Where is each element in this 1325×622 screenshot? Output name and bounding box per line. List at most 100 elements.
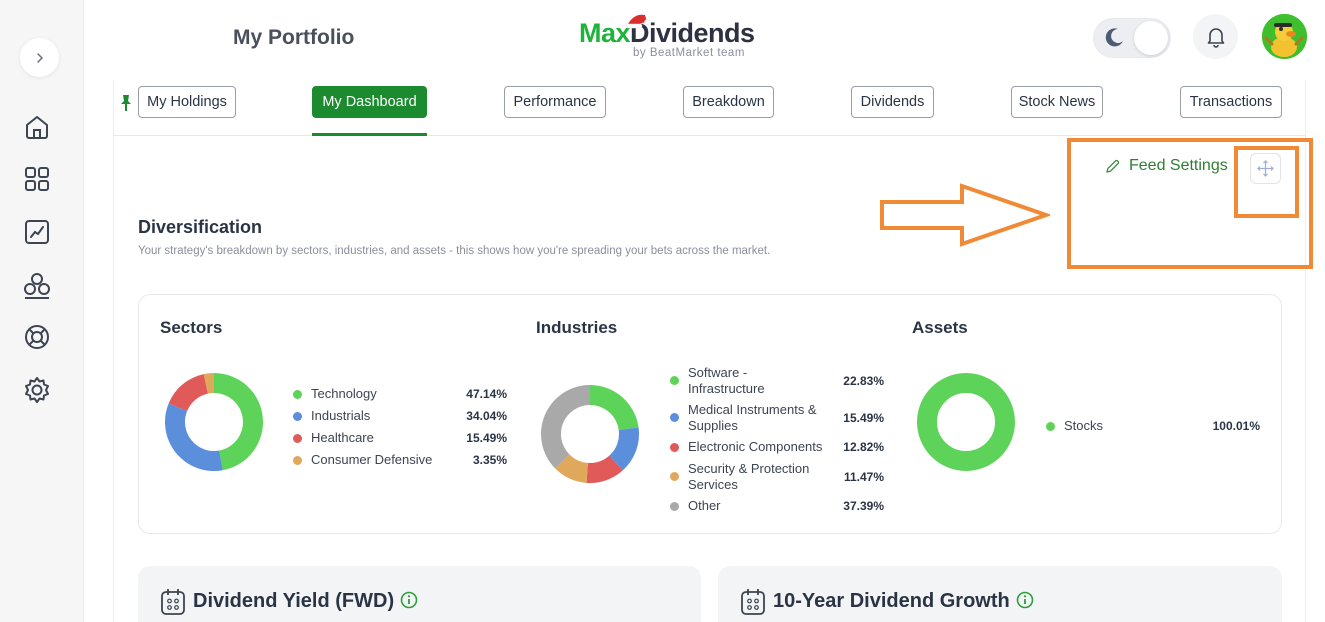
legend-value: 34.04% <box>466 409 507 423</box>
assets-legend: Stocks 100.01% <box>1046 415 1260 437</box>
tab-transactions[interactable]: Transactions <box>1180 86 1282 118</box>
legend-label: Stocks <box>1064 418 1104 433</box>
notifications-button[interactable] <box>1193 14 1238 59</box>
logo-tagline: by BeatMarket team <box>633 47 745 59</box>
logo-max-text: Max <box>579 18 631 48</box>
industries-title: Industries <box>536 318 618 337</box>
sectors-donut-chart[interactable] <box>164 372 264 472</box>
legend-value: 47.14% <box>466 387 507 401</box>
tabs-bar <box>113 80 1306 136</box>
industries-donut-chart[interactable] <box>540 384 640 484</box>
dividend-growth-title: 10-Year Dividend Growth <box>773 590 1010 612</box>
legend-value: 15.49% <box>466 431 507 445</box>
sectors-segment-2[interactable] <box>168 374 208 412</box>
sidebar-item-settings[interactable] <box>22 375 52 405</box>
sidebar-item-dashboard[interactable] <box>22 164 52 194</box>
legend-dot <box>670 413 679 422</box>
legend-dot <box>670 376 679 385</box>
move-arrows-icon <box>1257 160 1274 177</box>
annotation-highlight-box-small <box>1234 146 1299 218</box>
assets-segment-0[interactable] <box>917 373 1015 471</box>
legend-item: Software - Infrastructure 22.83% <box>670 362 884 399</box>
sidebar-item-home[interactable] <box>22 112 52 142</box>
assets-donut-chart[interactable] <box>916 372 1016 472</box>
santa-hat-icon <box>625 14 650 29</box>
legend-item: Stocks 100.01% <box>1046 415 1260 437</box>
dividend-yield-title: Dividend Yield (FWD) <box>193 590 395 612</box>
calendar-grid-icon <box>161 589 185 615</box>
legend-item: Medical Instruments & Supplies 15.49% <box>670 399 884 436</box>
tab-stock-news[interactable]: Stock News <box>1011 86 1103 118</box>
info-icon[interactable] <box>1016 591 1034 609</box>
legend-dot <box>293 411 302 421</box>
sidebar-item-charts[interactable] <box>22 217 52 247</box>
theme-toggle[interactable] <box>1093 18 1171 58</box>
info-icon[interactable] <box>400 591 418 609</box>
legend-value: 15.49% <box>843 410 884 425</box>
sidebar-expand-button[interactable] <box>20 38 59 77</box>
industries-segment-4[interactable] <box>541 385 590 469</box>
tab-dividends[interactable]: Dividends <box>851 86 934 118</box>
sectors-segment-1[interactable] <box>165 403 223 471</box>
tab-breakdown[interactable]: Breakdown <box>683 86 774 118</box>
legend-dot <box>293 389 302 399</box>
sectors-segment-3[interactable] <box>203 373 214 394</box>
sectors-title: Sectors <box>160 318 223 337</box>
legend-label: Consumer Defensive <box>311 452 433 467</box>
pencil-icon <box>1106 159 1120 173</box>
legend-value: 100.01% <box>1212 419 1260 433</box>
diversification-card <box>138 294 1282 534</box>
legend-item: Electronic Components 12.82% <box>670 436 884 458</box>
annotation-highlight-box <box>1067 138 1313 269</box>
assets-title: Assets <box>912 318 968 337</box>
legend-label: Security & Protection Services <box>688 460 810 492</box>
legend-dot <box>670 472 679 481</box>
legend-label: Healthcare <box>311 430 374 445</box>
dividend-growth-card: 10-Year Dividend Growth <box>718 566 1282 622</box>
tab-my-holdings[interactable]: My Holdings <box>138 86 236 118</box>
duck-avatar-icon <box>1262 14 1307 59</box>
sidebar-item-support[interactable] <box>22 322 52 352</box>
diversification-title: Diversification <box>138 217 263 237</box>
industries-segment-3[interactable] <box>555 454 588 483</box>
legend-label: Electronic Components <box>688 439 823 454</box>
legend-dot <box>293 433 302 443</box>
legend-value: 22.83% <box>843 373 884 388</box>
tab-my-dashboard[interactable]: My Dashboard <box>312 86 427 118</box>
legend-item: Technology 47.14% <box>293 383 507 405</box>
diversification-subtitle: Your strategy's breakdown by sectors, in… <box>138 245 771 257</box>
legend-label: Technology <box>311 386 377 401</box>
tab-performance[interactable]: Performance <box>504 86 606 118</box>
feed-settings-button[interactable]: Feed Settings <box>1104 157 1228 175</box>
user-avatar[interactable] <box>1262 14 1307 59</box>
support-lifebuoy-icon <box>25 325 49 349</box>
legend-dot <box>1046 421 1055 431</box>
legend-value: 11.47% <box>843 469 884 484</box>
dashboard-grid-icon <box>25 167 49 191</box>
sectors-segment-0[interactable] <box>214 373 263 471</box>
main-panel <box>113 80 1306 622</box>
legend-label: Industrials <box>311 408 371 423</box>
chevron-right-icon <box>36 52 43 63</box>
feed-settings-label: Feed Settings <box>1129 157 1228 174</box>
industries-segment-1[interactable] <box>609 427 639 471</box>
legend-value: 37.39% <box>843 499 884 513</box>
sidebar <box>0 0 84 622</box>
pin-icon[interactable] <box>119 94 133 112</box>
sectors-legend: Technology 47.14% Industrials 34.04% Healt… <box>293 383 507 471</box>
toggle-knob <box>1134 21 1168 55</box>
industries-segment-2[interactable] <box>586 455 623 483</box>
legend-value: 12.82% <box>843 440 884 454</box>
moon-icon <box>1105 28 1123 47</box>
sidebar-item-community[interactable] <box>22 270 52 300</box>
drag-move-button[interactable] <box>1250 153 1281 184</box>
legend-label: Software - Infrastructure <box>688 364 765 396</box>
industries-segment-0[interactable] <box>590 385 639 431</box>
logo-dividends-text: Dividends <box>630 18 755 48</box>
legend-item: Security & Protection Services 11.47% <box>670 458 884 495</box>
legend-label: Other <box>688 498 721 513</box>
home-icon <box>26 116 48 139</box>
legend-label: Medical Instruments & Supplies <box>688 401 817 433</box>
legend-item: Healthcare 15.49% <box>293 427 507 449</box>
maxdividends-logo[interactable]: MaxDividends by BeatMarket team <box>579 14 759 64</box>
